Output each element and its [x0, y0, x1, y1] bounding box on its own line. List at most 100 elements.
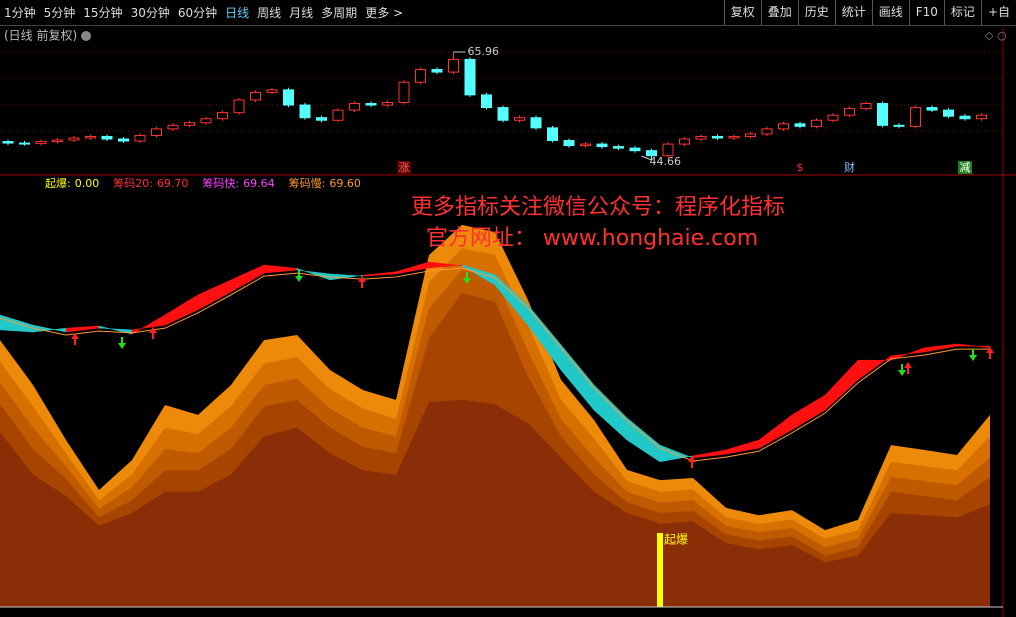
- candle-body: [85, 135, 96, 139]
- legend-name: 筹码慢:: [289, 176, 326, 190]
- ribbon-segment: [263, 264, 298, 274]
- event-marker-box: [793, 161, 807, 174]
- sell-arrow: [898, 364, 906, 376]
- candle-body: [943, 109, 954, 117]
- signal-arrows: [71, 270, 994, 468]
- icon[interactable]: ◇ ○: [985, 29, 1007, 42]
- ribbon-segment: [791, 394, 826, 431]
- candle-body: [679, 138, 690, 145]
- period-tab[interactable]: 60分钟: [177, 6, 218, 20]
- candle-body: [613, 146, 624, 149]
- candle-body: [959, 115, 971, 120]
- ribbon-segment: [197, 279, 232, 311]
- candle-body: [976, 114, 987, 120]
- ribbon-segment: [32, 324, 67, 333]
- tool-button[interactable]: 叠加: [760, 0, 798, 25]
- slow-line: [0, 267, 990, 462]
- buy-arrow: [71, 333, 79, 345]
- leader: [641, 155, 652, 161]
- tool-button[interactable]: +自: [980, 0, 1016, 25]
- ribbon-segment: [131, 314, 166, 335]
- ribbon-segment: [956, 343, 991, 349]
- candle-body: [910, 107, 921, 127]
- candle-body: [431, 69, 443, 73]
- candle-body: [728, 135, 740, 139]
- event-marker: 减: [960, 161, 971, 174]
- candle-body: [68, 137, 80, 141]
- event-marker: 财: [844, 160, 855, 174]
- period-tab[interactable]: 多周期: [321, 6, 358, 20]
- tool-button[interactable]: 复权: [723, 0, 761, 25]
- legend-value: 69.70: [157, 177, 189, 190]
- buy-arrow: [986, 347, 994, 359]
- subtitle-icon[interactable]: [81, 31, 91, 41]
- candle-body: [860, 103, 872, 110]
- period-tab[interactable]: 5分钟: [43, 6, 76, 20]
- candle-body: [349, 103, 360, 111]
- sell-arrow: [295, 270, 303, 282]
- tool-button[interactable]: 统计: [834, 0, 872, 25]
- tool-button[interactable]: 画线: [871, 0, 909, 25]
- candle-body: [580, 143, 591, 147]
- ribbon-segment: [692, 449, 727, 459]
- candle-body: [877, 103, 888, 126]
- candle-body: [200, 118, 212, 124]
- candle-body: [217, 112, 228, 120]
- period-tab[interactable]: 30分钟: [130, 6, 170, 20]
- watermark: 更多指标关注微信公众号：程序化指标: [411, 195, 785, 220]
- chip-layer: [0, 399, 990, 607]
- candle-body: [778, 123, 789, 130]
- period-tab[interactable]: 日线: [225, 6, 250, 20]
- candle-body: [167, 124, 179, 130]
- buy-arrow: [358, 276, 366, 288]
- period-tab[interactable]: 月线: [289, 6, 314, 20]
- candle-body: [844, 108, 855, 116]
- candle-body: [794, 123, 806, 127]
- sell-arrow: [463, 272, 471, 284]
- candle-body: [811, 119, 822, 127]
- candle-body: [52, 139, 63, 143]
- tool-buttons: 复权 叠加 历史 统计 画线 F10 标记 +自: [723, 0, 1016, 25]
- candle-body: [761, 128, 773, 135]
- min-label: 44.66: [650, 155, 682, 168]
- candle-body: [662, 143, 674, 157]
- candle-body: [101, 135, 113, 140]
- sell-arrow: [118, 337, 126, 349]
- candle-body: [827, 114, 839, 121]
- candle-body: [365, 103, 377, 106]
- period-tab[interactable]: 1分钟: [4, 6, 36, 20]
- ribbon-segment: [362, 271, 397, 277]
- candle-body: [250, 91, 261, 101]
- ribbon-segment: [65, 325, 100, 333]
- legend-name: 起爆:: [45, 176, 71, 190]
- buy-arrow: [688, 456, 696, 468]
- period-tab[interactable]: 15分钟: [83, 6, 123, 20]
- tool-button[interactable]: F10: [908, 0, 944, 25]
- candle-body: [497, 107, 509, 121]
- period-tab[interactable]: 更多 >: [365, 6, 404, 20]
- sell-arrow: [969, 349, 977, 361]
- ribbon-segment: [758, 414, 793, 449]
- period-tab[interactable]: 周线: [257, 6, 282, 20]
- tool-button[interactable]: 历史: [797, 0, 835, 25]
- ribbon-segment: [824, 359, 859, 411]
- ribbon-segment: [923, 343, 958, 353]
- event-marker: 涨: [399, 161, 410, 174]
- candle-body: [118, 138, 129, 142]
- event-marker-box: [397, 161, 411, 174]
- subtitle: (日线 前复权): [4, 28, 77, 43]
- event-marker-box: [958, 161, 972, 174]
- tool-button[interactable]: 标记: [943, 0, 981, 25]
- candle-body: [283, 89, 294, 106]
- candle-body: [481, 94, 492, 109]
- candle-body: [35, 141, 47, 145]
- candle-body: [464, 58, 476, 96]
- event-marker-box: [842, 161, 857, 174]
- candle-body: [926, 107, 938, 111]
- candle-body: [398, 81, 410, 104]
- legend-name: 筹码20:: [113, 176, 153, 190]
- candle-body: [415, 69, 426, 83]
- buy-arrow: [149, 327, 157, 339]
